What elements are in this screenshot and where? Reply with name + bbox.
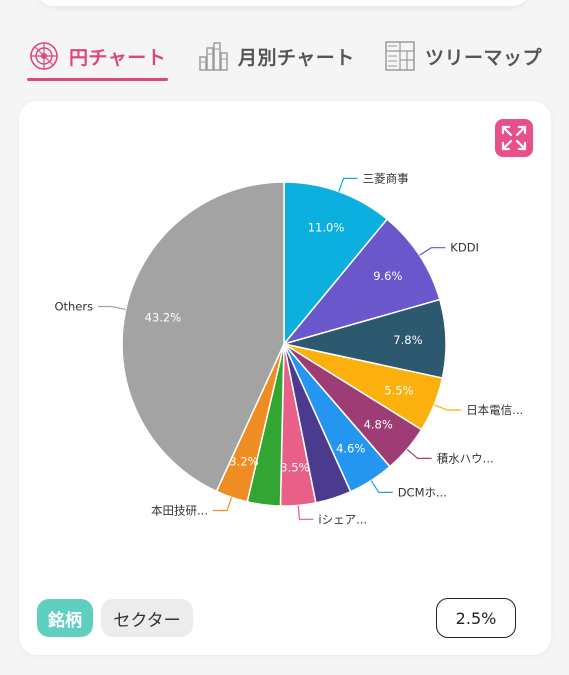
pie-slice[interactable] (281, 218, 441, 346)
slice-value-label: 4.6% (336, 442, 365, 456)
top-card-edge (38, 0, 528, 6)
slice-value-label: 3.2% (229, 454, 258, 468)
slice-category-label: KDDI (450, 241, 479, 255)
pie-chart-icon (30, 42, 58, 70)
sector-toggle-button[interactable]: セクター (101, 599, 193, 637)
slice-value-label: 7.8% (393, 333, 422, 347)
slice-category-label: iシェア... (318, 512, 367, 526)
slice-category-label: 日本電信... (466, 403, 523, 417)
tab-label: 月別チャート (238, 46, 355, 69)
tab-label: 円チャート (69, 46, 167, 69)
treemap-icon (385, 41, 415, 71)
slice-category-label: 積水ハウ... (437, 451, 494, 465)
slice-leader-line (297, 505, 314, 520)
slice-leader-line (370, 480, 393, 493)
slice-leader-line (433, 404, 462, 411)
slice-value-label: 11.0% (308, 220, 345, 234)
pie-slice[interactable] (121, 181, 285, 493)
slice-value-label: 3.5% (280, 461, 309, 475)
chart-card: 11.0% 三菱商事 9.6% KDDI 7.8% 5.5% 日本電信... 4.8% 積水ハウ… (19, 101, 551, 655)
slice-leader-line (406, 448, 432, 459)
slice-value-label: 5.5% (384, 384, 413, 398)
brand-toggle-button[interactable]: 銘柄 (37, 599, 93, 637)
bar-chart-icon (199, 42, 228, 71)
slice-leader-line (338, 177, 358, 192)
pie-slice[interactable] (283, 181, 389, 347)
pie-chart: 11.0% 三菱商事 9.6% KDDI 7.8% 5.5% 日本電信... 4.8% 積水ハウ… (54, 171, 523, 526)
tab-treemap[interactable]: ツリーマップ (383, 34, 542, 78)
slice-value-label: 4.8% (364, 418, 393, 432)
tab-monthly-chart[interactable]: 月別チャート (196, 34, 355, 78)
slice-category-label: DCMホ... (398, 485, 447, 499)
threshold-selector[interactable]: 2.5% (436, 598, 516, 638)
slice-value-label: 9.6% (373, 269, 402, 283)
expand-button[interactable] (495, 119, 533, 157)
slice-category-label: 本田技研... (151, 504, 208, 518)
slice-value-label: 43.2% (145, 311, 182, 325)
chart-tabs: 円チャート 月別チャート ツリーマップ (0, 34, 569, 84)
slice-category-label: Others (54, 300, 93, 314)
tab-label: ツリーマップ (425, 46, 543, 69)
slice-leader-line (98, 305, 126, 310)
active-tab-underline (27, 78, 168, 81)
slice-leader-line (213, 497, 233, 512)
slice-leader-line (419, 247, 446, 256)
slice-category-label: 三菱商事 (363, 171, 409, 185)
expand-icon (501, 125, 527, 151)
tab-pie-chart[interactable]: 円チャート (27, 34, 166, 78)
